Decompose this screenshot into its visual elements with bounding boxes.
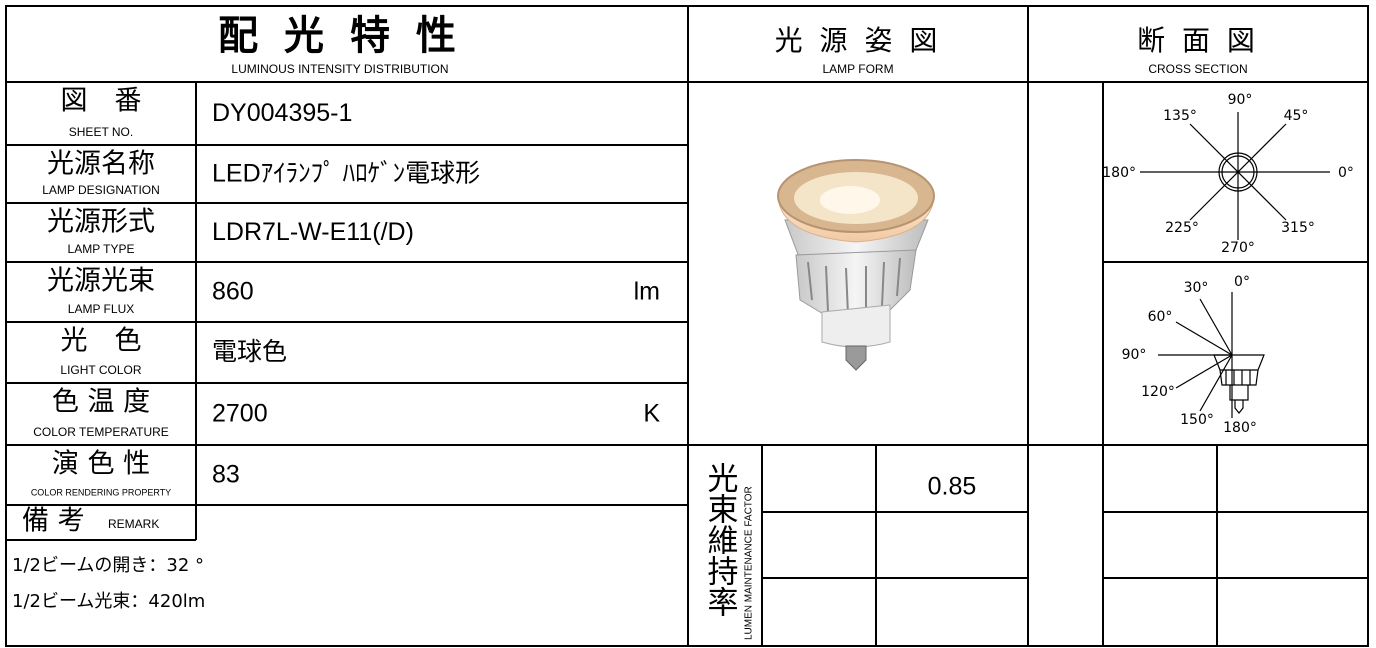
lamp-outline <box>1229 385 1249 414</box>
side-view-diagram <box>1158 292 1265 418</box>
remark-label-en: REMARK <box>108 517 159 531</box>
section-title: 断 面 図 <box>1137 24 1259 57</box>
row-unit: lm <box>634 278 660 306</box>
angle-label: 90° <box>1122 347 1147 363</box>
row-value: DY004395-1 <box>212 99 352 127</box>
angle-label: 180° <box>1102 165 1136 181</box>
lamp-outline <box>1213 354 1265 371</box>
section-subtitle: LUMINOUS INTENSITY DISTRIBUTION <box>231 62 448 76</box>
lamp-outline <box>1218 152 1258 192</box>
angle-label: 135° <box>1163 108 1197 124</box>
lamp-image <box>777 159 935 371</box>
row-label: 図 番 <box>61 86 142 117</box>
row-label: 光 色 <box>61 326 142 357</box>
angle-label: 315° <box>1281 220 1315 236</box>
row-label: 色 温 度 <box>52 387 150 418</box>
lumen-maintenance-value: 0.85 <box>928 473 977 501</box>
table-grid <box>5 5 1369 647</box>
angle-label: 120° <box>1141 384 1175 400</box>
row-unit: K <box>643 400 660 428</box>
lumen-maintenance-label: 光束維持率 <box>702 462 739 617</box>
row-value: 電球色 <box>212 338 287 366</box>
row-label-en: LAMP FLUX <box>68 302 134 316</box>
row-label-en: COLOR TEMPERATURE <box>33 425 169 439</box>
row-value: LEDｱｲﾗﾝﾌﾟ ﾊﾛｹﾞﾝ電球形 <box>212 160 480 188</box>
angle-line <box>1199 354 1233 412</box>
row-label-en: SHEET NO. <box>69 125 133 139</box>
angle-line <box>1175 354 1233 389</box>
angle-line <box>1199 298 1233 356</box>
angle-line <box>1175 321 1233 356</box>
lamp-outline <box>1219 369 1259 386</box>
section-title: 光 源 姿 図 <box>775 24 942 57</box>
row-label: 光源名称 <box>47 149 155 180</box>
row-label-en: LAMP TYPE <box>68 242 135 256</box>
row-value: LDR7L-W-E11(/D) <box>212 218 414 246</box>
row-label: 光源光束 <box>47 266 155 297</box>
remark-label: 備 考 <box>22 506 85 537</box>
top-view-diagram <box>1140 112 1330 240</box>
angle-label: 150° <box>1180 412 1214 428</box>
row-label-en: COLOR RENDERING PROPERTY <box>31 487 171 497</box>
remark-note: 1/2ビームの開き：32 ° <box>12 555 204 576</box>
row-label-en: LIGHT COLOR <box>60 363 141 377</box>
angle-label: 90° <box>1228 92 1253 108</box>
row-value: 860 <box>212 278 254 306</box>
row-value: 2700 <box>212 400 268 428</box>
row-value: 83 <box>212 461 240 489</box>
section-title: 配 光 特 性 <box>218 13 462 59</box>
remark-note: 1/2ビーム光束：420lm <box>12 591 205 612</box>
section-subtitle: CROSS SECTION <box>1148 62 1247 76</box>
row-label: 演 色 性 <box>52 449 150 480</box>
section-subtitle: LAMP FORM <box>822 62 893 76</box>
angle-label: 30° <box>1184 280 1209 296</box>
lumen-maintenance-label-en: LUMEN MAINTENANCE FACTOR <box>744 486 755 640</box>
spec-rows: 図 番 SHEET NO. DY004395-1 光源名称 LAMP DESIGNATI… <box>31 86 660 498</box>
lamp-outline <box>1221 155 1255 189</box>
angle-label: 270° <box>1221 240 1255 256</box>
angle-label: 225° <box>1165 220 1199 236</box>
angle-label: 45° <box>1284 108 1309 124</box>
angle-label: 180° <box>1223 420 1257 436</box>
angle-label: 0° <box>1338 165 1354 181</box>
angle-label: 60° <box>1148 309 1173 325</box>
row-label: 光源形式 <box>47 207 155 238</box>
row-label-en: LAMP DESIGNATION <box>42 183 160 197</box>
axis-line <box>1189 123 1287 221</box>
angle-label: 0° <box>1234 274 1250 290</box>
